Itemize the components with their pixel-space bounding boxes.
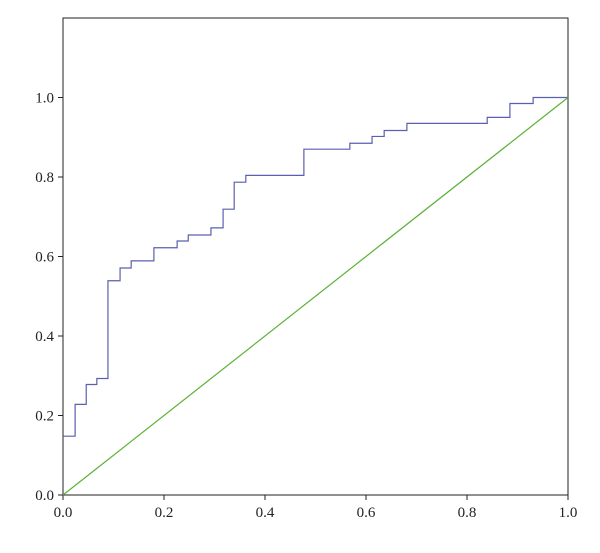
y-tick-label: 0.6 — [35, 250, 54, 266]
x-tick-label: 1.0 — [559, 505, 578, 521]
y-tick-label: 1.0 — [35, 91, 54, 107]
y-tick-label: 0.8 — [35, 170, 54, 186]
x-tick-label: 0.0 — [54, 505, 73, 521]
y-tick-label: 0.0 — [35, 488, 54, 504]
series-line — [62, 97, 569, 496]
x-tick-label: 0.4 — [256, 505, 275, 521]
series-line — [63, 96, 568, 437]
x-tick-label: 0.6 — [357, 505, 376, 521]
plot-frame — [62, 17, 569, 496]
x-tick-label: 0.2 — [155, 505, 174, 521]
y-tick-label: 0.2 — [35, 409, 54, 425]
x-tick-label: 0.8 — [458, 505, 477, 521]
y-tick-label: 0.4 — [35, 329, 54, 345]
